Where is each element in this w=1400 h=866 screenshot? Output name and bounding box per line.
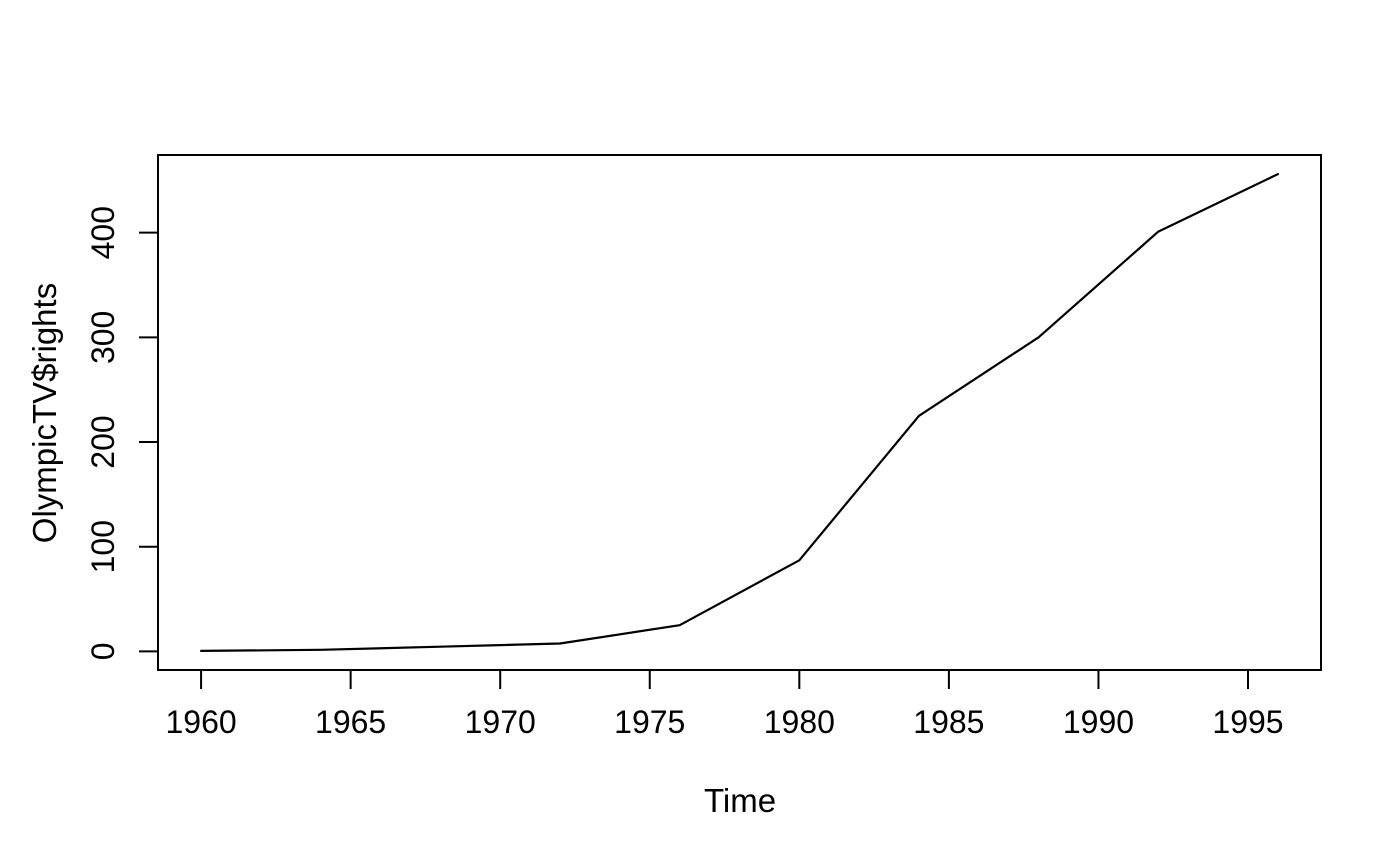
x-tick-label: 1960 — [165, 704, 236, 740]
x-tick-label: 1990 — [1063, 704, 1134, 740]
chart-built-layer: 1960 1965 1970 1975 1980 1985 1990 1995 0 100 200 3… — [85, 154, 1322, 740]
x-tick-label: 1975 — [614, 704, 685, 740]
y-tick-label: 0 — [85, 642, 121, 660]
y-tick-label: 100 — [85, 520, 121, 573]
x-tick-label: 1970 — [465, 704, 536, 740]
plot-border — [157, 154, 1322, 671]
x-tick-label: 1995 — [1212, 704, 1283, 740]
data-line-series — [200, 173, 1280, 653]
y-tick-label: 300 — [85, 311, 121, 364]
y-tick-label: 200 — [85, 415, 121, 468]
x-axis-title: Time — [704, 782, 776, 819]
x-tick-label: 1965 — [315, 704, 386, 740]
x-tick-label: 1980 — [764, 704, 835, 740]
y-axis-title: OlympicTV$rights — [26, 283, 63, 543]
x-tick-label: 1985 — [913, 704, 984, 740]
y-tick-label: 400 — [85, 206, 121, 259]
